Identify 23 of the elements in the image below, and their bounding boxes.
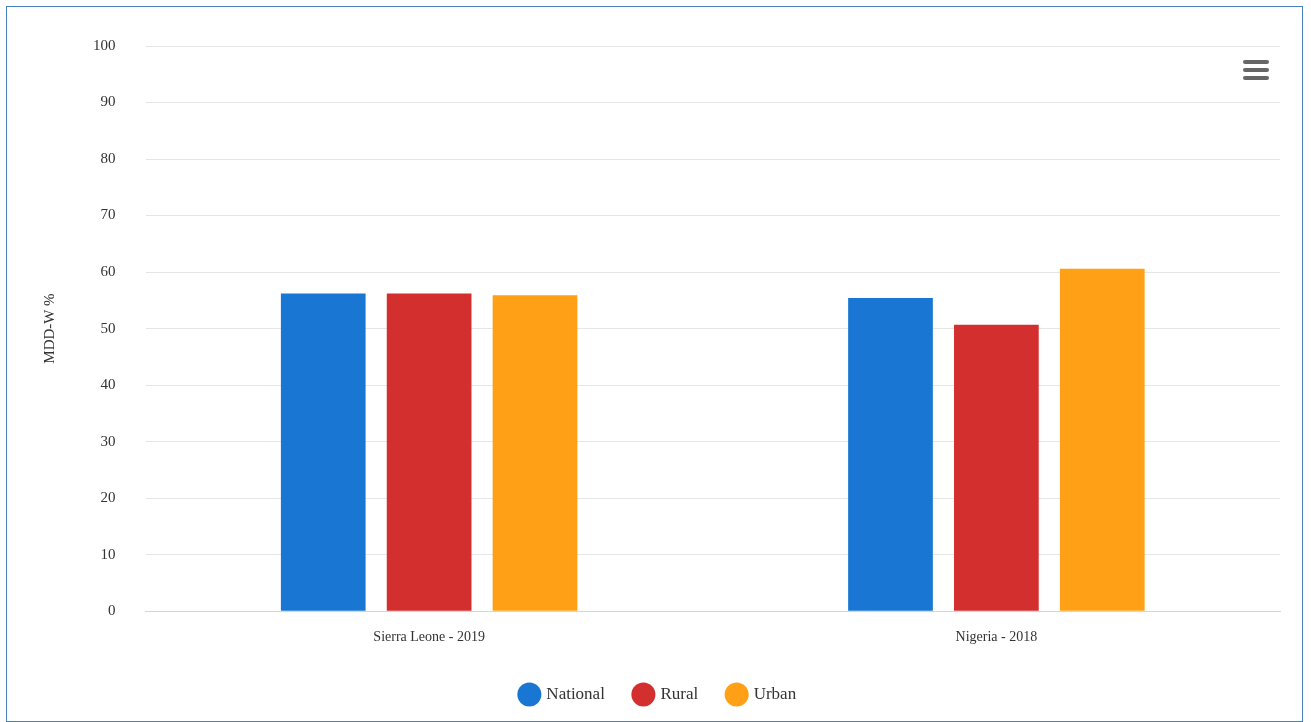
y-tick-label: 50 bbox=[100, 319, 116, 336]
y-tick-label: 0 bbox=[108, 602, 116, 619]
bar bbox=[954, 324, 1039, 611]
y-tick-label: 100 bbox=[93, 36, 116, 53]
bar bbox=[1059, 268, 1145, 611]
y-tick-label: 20 bbox=[100, 489, 116, 506]
y-tick-label: 90 bbox=[100, 93, 116, 110]
legend-label: Urban bbox=[753, 683, 797, 703]
bar bbox=[848, 298, 933, 611]
legend-label: Rural bbox=[660, 683, 699, 703]
bar bbox=[280, 293, 366, 611]
x-tick-label: Nigeria - 2018 bbox=[955, 629, 1038, 645]
y-tick-label: 40 bbox=[100, 376, 116, 393]
x-tick-label: Sierra Leone - 2019 bbox=[373, 629, 485, 645]
y-tick-label: 70 bbox=[100, 206, 116, 223]
bar bbox=[386, 293, 472, 611]
y-tick-label: 10 bbox=[100, 545, 116, 562]
y-tick-label: 80 bbox=[100, 149, 116, 166]
y-axis-title: MDD-W % bbox=[40, 293, 57, 364]
legend-label: National bbox=[546, 683, 606, 703]
y-tick-label: 60 bbox=[100, 263, 116, 280]
y-tick-label: 30 bbox=[100, 432, 116, 449]
bar bbox=[492, 295, 578, 611]
